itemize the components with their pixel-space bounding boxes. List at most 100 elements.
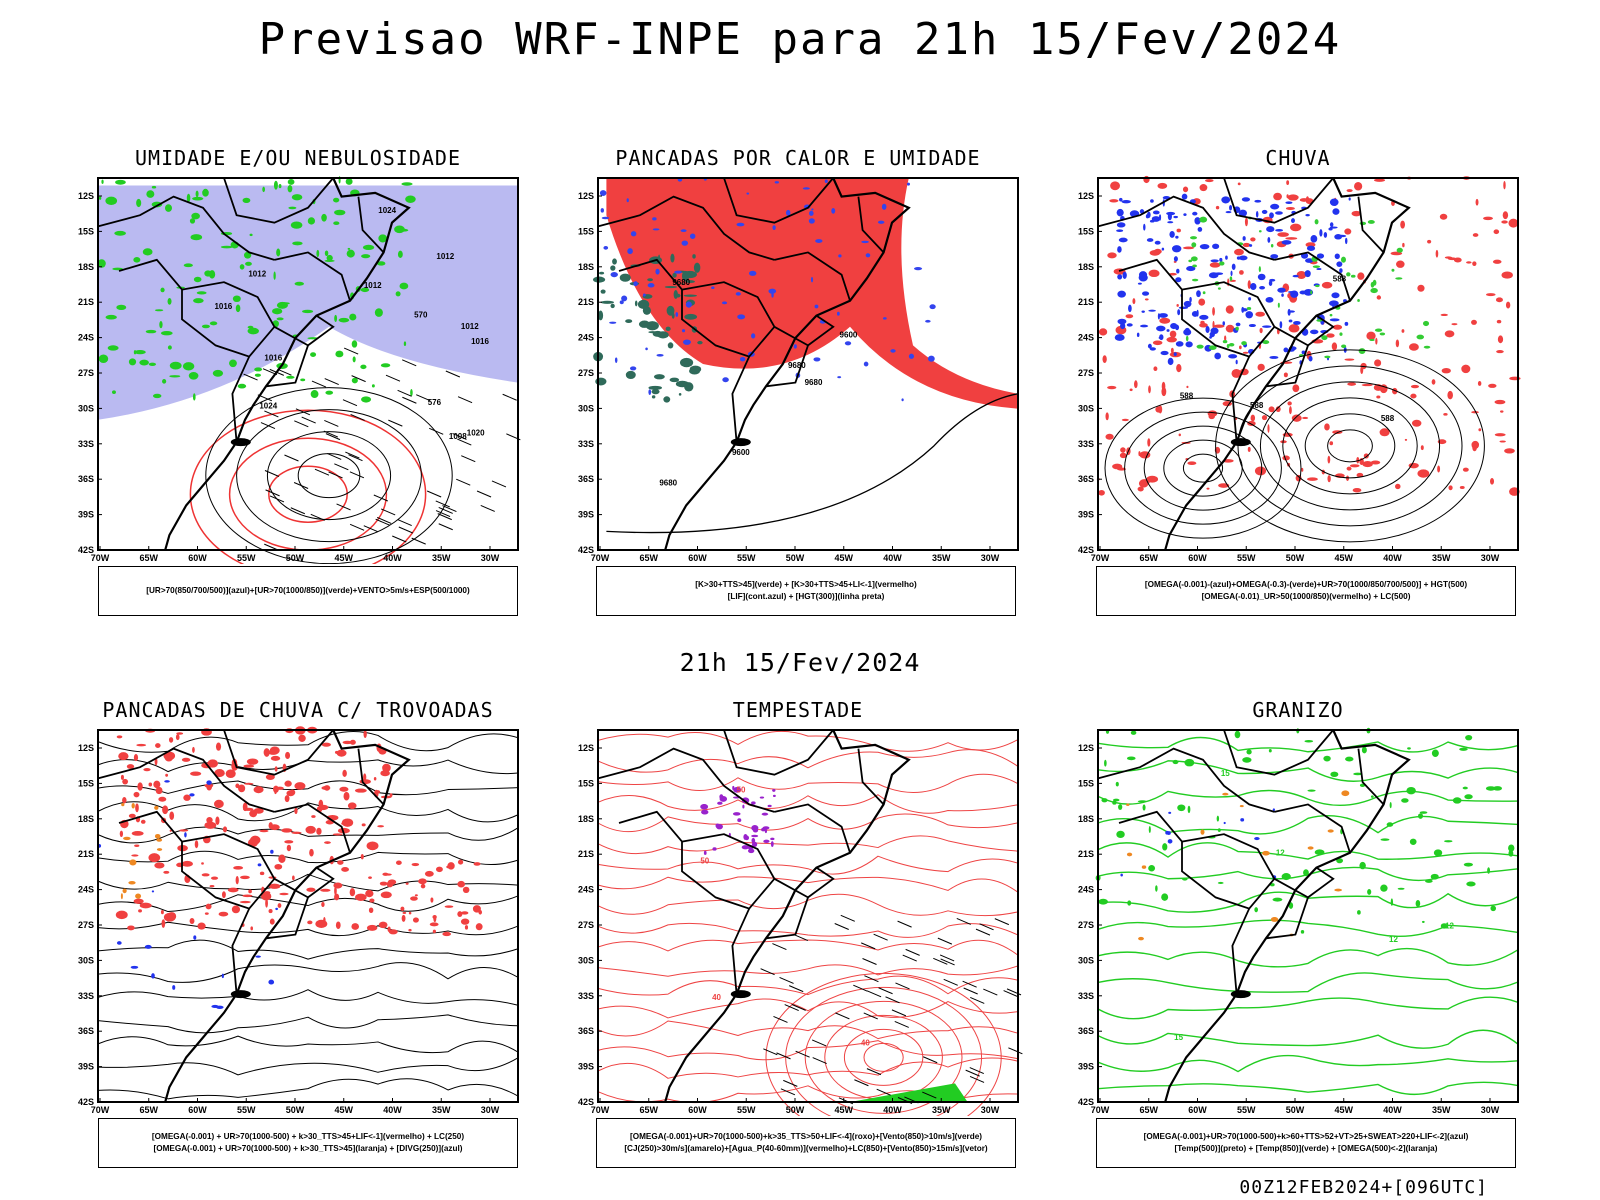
field-cell: [310, 390, 319, 398]
field-cell: [1427, 239, 1432, 244]
field-cell: [1472, 444, 1477, 452]
field-cell: [1358, 348, 1366, 354]
field-cell: [1448, 485, 1453, 491]
panel-title-umidade: UMIDADE E/OU NEBULOSIDADE: [134, 146, 462, 170]
field-cell: [1410, 384, 1420, 389]
field-cell: [1376, 395, 1381, 399]
field-cell: [1444, 840, 1453, 843]
field-cell: [1461, 364, 1471, 374]
field-cell: [133, 257, 141, 263]
lon-tick-label: 55W: [737, 1105, 756, 1115]
field-cell: [205, 903, 212, 910]
contour-label: 588: [1381, 414, 1395, 423]
field-cell: [249, 233, 253, 237]
field-cell: [1265, 296, 1274, 303]
lat-tick-label: 27S: [78, 368, 94, 378]
map-svg: 588 588 588 588 12S 15S 18S 21S 24S 27S 30S 33S 36S 3…: [1078, 175, 1521, 563]
field-cell: [1177, 804, 1186, 812]
field-cell: [1116, 208, 1124, 217]
legend-line: [OMEGA(-0.001)-(azul)+OMEGA(-0.3)-(verde…: [1144, 580, 1468, 589]
lat-tick-label: 30S: [578, 955, 594, 965]
field-cell: [243, 764, 255, 768]
lon-tick-label: 55W: [1237, 553, 1256, 563]
field-cell: [209, 885, 215, 888]
field-cell: [278, 854, 286, 864]
field-cell: [126, 764, 135, 769]
streamline: [597, 939, 1019, 956]
field-cell: [179, 829, 189, 832]
legend-line: [OMEGA(-0.001)+UR>70(1000-500)+k>60+TTS>…: [1143, 1132, 1469, 1141]
field-cell: [865, 253, 871, 258]
field-cell: [1169, 272, 1177, 276]
field-cell: [237, 383, 247, 389]
field-cell: [1386, 822, 1394, 827]
field-cell: [242, 894, 253, 898]
state-border: [265, 878, 310, 940]
field-cell: [1327, 475, 1331, 483]
field-cell: [1235, 326, 1239, 331]
field-cell: [1120, 447, 1126, 453]
field-cell: [349, 888, 356, 897]
field-cell: [351, 340, 358, 348]
streamline: [1097, 789, 1519, 807]
field-cell: [273, 180, 278, 190]
map-svg: 1012 1012 1012 1016 1016 1020 1024 1024 1008 1012…: [78, 176, 521, 564]
map-geography: [1097, 729, 1411, 1103]
field-cell: [376, 261, 386, 266]
field-cell: [380, 363, 391, 368]
field-cell: [1119, 197, 1123, 202]
lat-tick-label: 42S: [78, 1097, 94, 1107]
field-cell: [1327, 455, 1331, 464]
field-cell: [1290, 223, 1302, 232]
streamline: [97, 731, 519, 753]
field-cell: [1356, 456, 1360, 464]
field-cell: [243, 807, 254, 811]
field-cell: [1492, 786, 1503, 791]
field-cell: [1397, 887, 1405, 890]
contour-label: 12: [1276, 849, 1285, 858]
field-cell: [1114, 334, 1125, 341]
field-cell: [201, 862, 204, 865]
field-cell: [368, 907, 374, 914]
wind-arrow: [866, 990, 882, 998]
field-cell: [1459, 747, 1468, 751]
wind-arrow: [264, 410, 279, 418]
field-cell: [1170, 322, 1178, 330]
field-cell: [1155, 885, 1158, 892]
field-cell: [182, 362, 195, 371]
field-cell: [1242, 242, 1251, 248]
field-cell: [276, 301, 288, 309]
field-cell: [1406, 786, 1416, 795]
field-cell: [193, 276, 202, 283]
field-cell: [1250, 283, 1257, 291]
field-cell: [442, 931, 451, 937]
field-cell: [235, 876, 239, 885]
field-cell: [360, 853, 364, 860]
contour-label: 9680: [805, 378, 823, 387]
field-cell: [333, 221, 340, 225]
field-cell: [235, 304, 241, 313]
field-cell: [1112, 798, 1120, 802]
field-cell: [1462, 786, 1468, 790]
field-cell: [774, 181, 779, 184]
field-cell: [307, 920, 313, 925]
contour-label: 50: [737, 786, 746, 795]
lon-tick-label: 70W: [1091, 1105, 1110, 1115]
field-cell: [1489, 477, 1495, 485]
contour-line: [1282, 397, 1418, 495]
panel-title-chuva: CHUVA: [1265, 146, 1331, 170]
field-cell: [1286, 194, 1289, 199]
field-cell: [1262, 325, 1272, 328]
field-cell: [1254, 199, 1262, 203]
field-cell: [361, 254, 371, 259]
omega-green: [1185, 216, 1431, 359]
field-cell: [382, 872, 389, 876]
field-cell: [1245, 311, 1254, 319]
field-cell: [105, 314, 117, 320]
field-cell: [365, 889, 374, 898]
wind-arrow: [351, 375, 366, 383]
field-cell: [259, 871, 265, 876]
wind-arrow: [457, 396, 473, 404]
field-cell: [1173, 256, 1178, 262]
field-cell: [273, 271, 276, 280]
